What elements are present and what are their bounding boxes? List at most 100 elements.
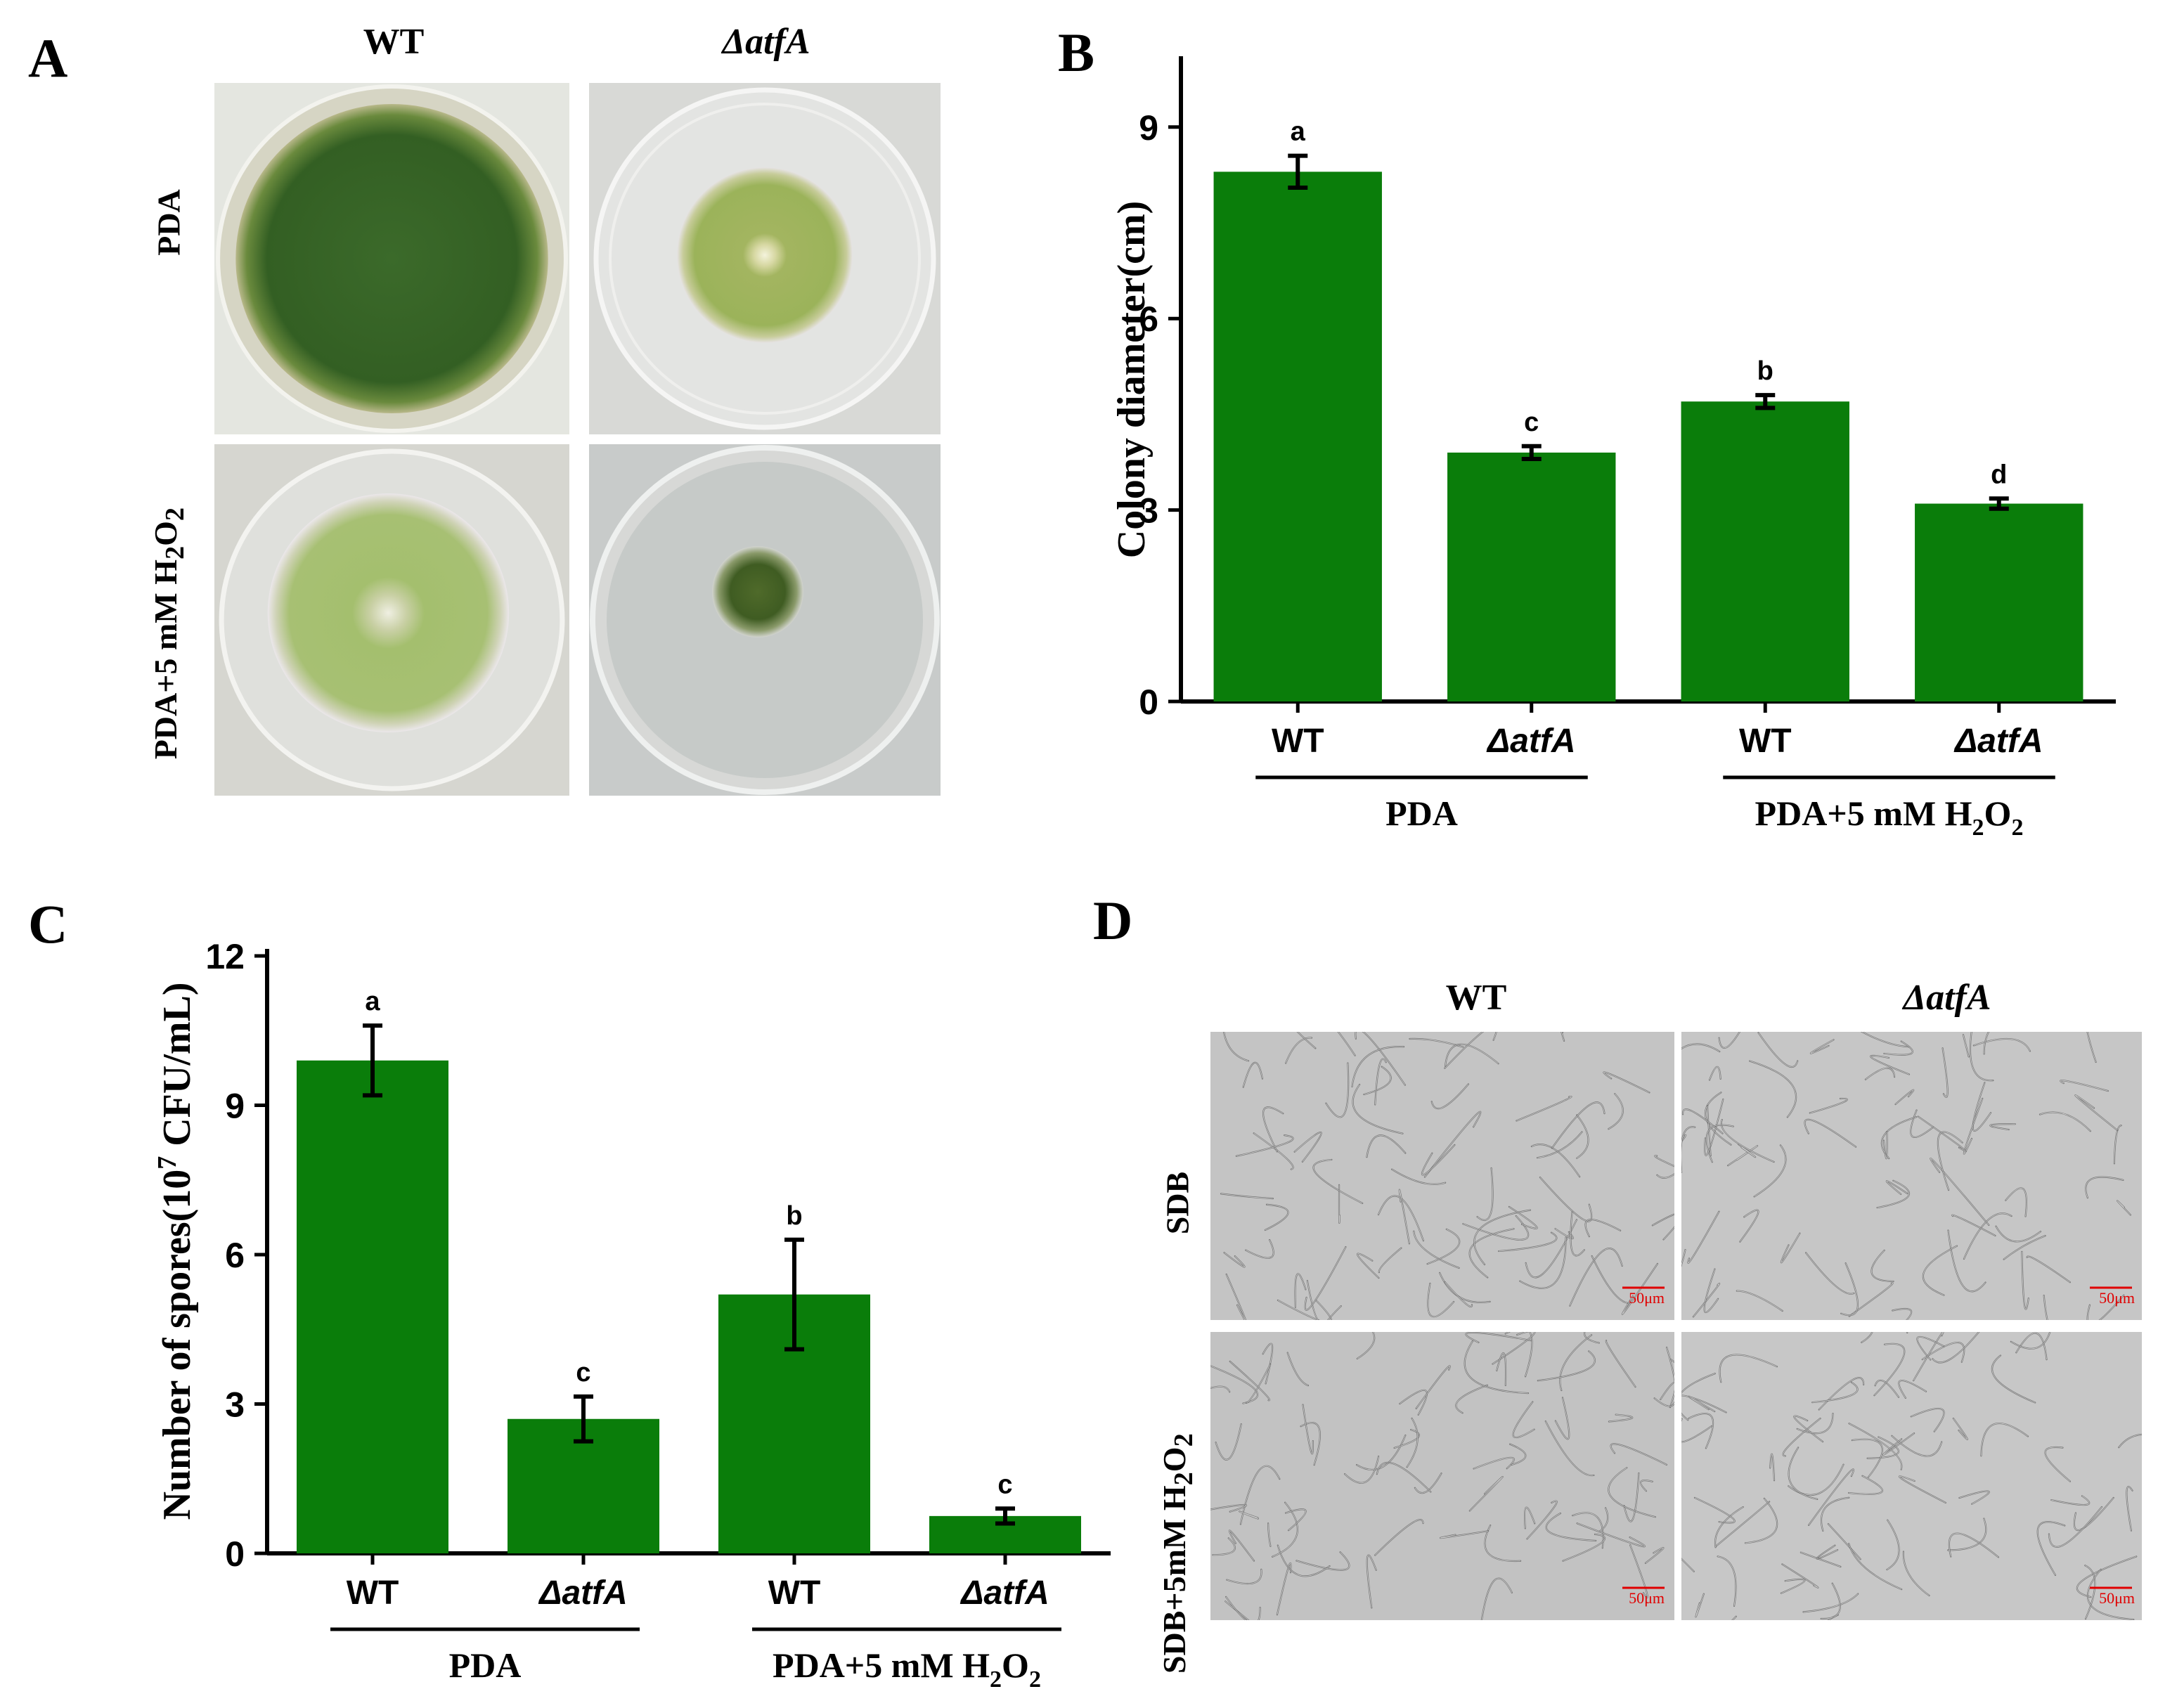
hypha bbox=[1910, 1109, 1934, 1139]
hypha-highlight bbox=[1800, 1552, 1841, 1567]
hypha bbox=[1681, 1108, 1724, 1134]
panel-d-col-mutant: ΔatfA bbox=[1903, 978, 1991, 1018]
hypha-highlight bbox=[1428, 1283, 1454, 1317]
hypha-highlight bbox=[1277, 1563, 1291, 1615]
hypha-highlight bbox=[1688, 1413, 1714, 1449]
hypha bbox=[1902, 1551, 1930, 1597]
hypha-highlight bbox=[1551, 1101, 1605, 1149]
hypha bbox=[1681, 1418, 1713, 1443]
hypha-highlight bbox=[1464, 1341, 1529, 1394]
hypha-highlight bbox=[1555, 1397, 1570, 1439]
hypha-highlight bbox=[1681, 1249, 1686, 1266]
hypha bbox=[1530, 1144, 1581, 1178]
hypha-highlight bbox=[1366, 1134, 1406, 1158]
hypha-highlight bbox=[1570, 1212, 1585, 1256]
hypha-highlight bbox=[1287, 1352, 1309, 1386]
hypha-highlight bbox=[1356, 1435, 1406, 1470]
hypha bbox=[1639, 1480, 1653, 1492]
hypha bbox=[1413, 1230, 1460, 1269]
hypha bbox=[1820, 1582, 1841, 1620]
hypha-highlight bbox=[1376, 1462, 1431, 1492]
hypha-highlight bbox=[1782, 1564, 1818, 1589]
hypha bbox=[1444, 1032, 1497, 1069]
hypha bbox=[1476, 1167, 1494, 1222]
hypha bbox=[1891, 1435, 1943, 1457]
hypha bbox=[1991, 1354, 2036, 1404]
y-tick-label: 12 bbox=[205, 937, 245, 976]
hypha bbox=[1576, 1522, 1646, 1548]
category-label: WT bbox=[1272, 723, 1324, 760]
hypha bbox=[1296, 1551, 1350, 1571]
hypha-highlight bbox=[1508, 1206, 1537, 1229]
hypha-highlight bbox=[1681, 1134, 1686, 1142]
hypha-highlight bbox=[1745, 1498, 1778, 1544]
row-label-text: O bbox=[147, 521, 183, 546]
hypha-highlight bbox=[1870, 1055, 1910, 1075]
hypha-highlight bbox=[1313, 1159, 1363, 1204]
hypha-highlight bbox=[1253, 1132, 1294, 1170]
hypha bbox=[1731, 1615, 1737, 1620]
hypha-highlight bbox=[1951, 1215, 1996, 1236]
hypha bbox=[1910, 1407, 1945, 1432]
y-tick-label: 3 bbox=[225, 1385, 245, 1425]
hypha-highlight bbox=[2005, 1187, 2027, 1217]
hypha-highlight bbox=[1906, 1332, 1908, 1333]
hypha-highlight bbox=[1221, 1193, 1273, 1199]
hypha bbox=[1352, 1083, 1404, 1134]
hypha-highlight bbox=[1886, 1180, 1908, 1195]
category-label: ΔatfA bbox=[1953, 723, 2043, 760]
hypha-highlight bbox=[1892, 1435, 1942, 1456]
hypha bbox=[1377, 1195, 1425, 1242]
panel-d-row-sdb-h2o2: SDB+5mM H2O2 bbox=[1156, 1433, 1199, 1674]
hypha-highlight bbox=[1469, 1228, 1514, 1278]
hypha bbox=[1464, 1340, 1530, 1395]
hypha-highlight bbox=[1210, 1386, 1230, 1392]
hypha bbox=[1972, 1082, 1992, 1132]
petri-dish-mutant-pda-h2o2 bbox=[589, 444, 941, 796]
hypha-highlight bbox=[1265, 1204, 1288, 1231]
hypha-highlight bbox=[1285, 1508, 1307, 1531]
hypha bbox=[1848, 1543, 1903, 1591]
hypha-highlight bbox=[2051, 1496, 2090, 1506]
hypha bbox=[1703, 1268, 1719, 1314]
row-label-sub: 2 bbox=[160, 545, 190, 560]
y-axis-label: Number of spores(107 CFU/mL) bbox=[153, 982, 199, 1520]
hypha-highlight bbox=[1923, 1246, 1958, 1295]
hypha bbox=[1239, 1465, 1281, 1525]
hypha bbox=[1653, 1346, 1674, 1407]
hypha-highlight bbox=[1910, 1110, 1934, 1138]
scale-bar-label: 50μm bbox=[2099, 1589, 2135, 1607]
hypha-highlight bbox=[1229, 1530, 1255, 1561]
hypha bbox=[1681, 1043, 1721, 1053]
y-tick-label: 6 bbox=[225, 1236, 245, 1275]
hypha-highlight bbox=[1466, 1332, 1532, 1343]
hypha bbox=[1995, 1225, 2042, 1243]
hypha-highlight bbox=[1781, 1579, 1805, 1594]
hypha bbox=[1809, 1097, 1848, 1114]
panel-d-row-sdb: SDB bbox=[1159, 1171, 1196, 1235]
group-label-pda: PDA bbox=[1385, 794, 1458, 833]
hypha bbox=[1302, 1404, 1314, 1455]
hypha-highlight bbox=[1717, 1555, 1736, 1606]
hypha-highlight bbox=[1297, 1032, 1316, 1049]
hypha bbox=[1969, 1032, 1994, 1082]
hypha-highlight bbox=[1707, 1106, 1712, 1156]
hypha-highlight bbox=[1272, 1502, 1298, 1558]
hypha-highlight bbox=[1948, 1230, 1986, 1292]
hypha-highlight bbox=[1682, 1108, 1723, 1134]
y-tick-label: 9 bbox=[225, 1087, 245, 1126]
hypha-highlight bbox=[2085, 1177, 2124, 1198]
hypha bbox=[2085, 1176, 2124, 1199]
significance-letter: b bbox=[1757, 356, 1773, 386]
hypha-highlight bbox=[1828, 1615, 1838, 1620]
hypha-highlight bbox=[1210, 1504, 1247, 1513]
hypha-highlight bbox=[1527, 1501, 1558, 1539]
hypha bbox=[1958, 1490, 1990, 1505]
hypha-highlight bbox=[1963, 1212, 2012, 1260]
hypha bbox=[1681, 1126, 1696, 1173]
hypha-highlight bbox=[2060, 1080, 2108, 1092]
hypha-highlight bbox=[1704, 1269, 1719, 1313]
hypha bbox=[1941, 1047, 1949, 1099]
hypha-highlight bbox=[1563, 1534, 1605, 1562]
y-axis-label: Colony diameter(cm) bbox=[1110, 201, 1154, 559]
